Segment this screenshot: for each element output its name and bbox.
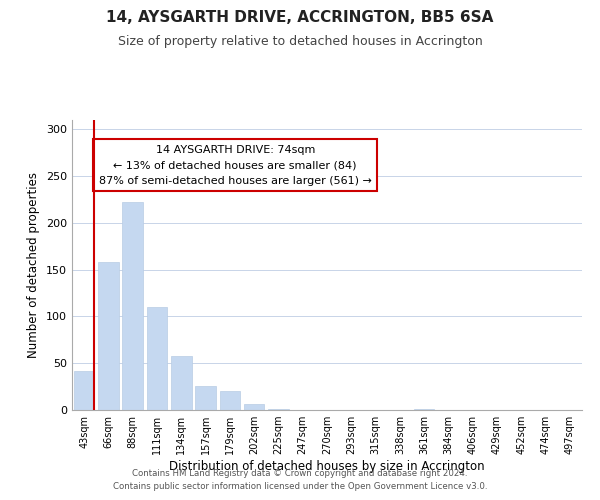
Bar [268, 409, 289, 410]
Text: Contains public sector information licensed under the Open Government Licence v3: Contains public sector information licen… [113, 482, 487, 491]
Bar [414, 409, 434, 410]
Bar [195, 386, 216, 410]
Text: 14 AYSGARTH DRIVE: 74sqm
← 13% of detached houses are smaller (84)
87% of semi-d: 14 AYSGARTH DRIVE: 74sqm ← 13% of detach… [99, 144, 371, 186]
X-axis label: Distribution of detached houses by size in Accrington: Distribution of detached houses by size … [169, 460, 485, 473]
Bar [244, 404, 265, 410]
Text: 14, AYSGARTH DRIVE, ACCRINGTON, BB5 6SA: 14, AYSGARTH DRIVE, ACCRINGTON, BB5 6SA [106, 10, 494, 25]
Bar [146, 307, 167, 410]
Bar [220, 392, 240, 410]
Bar [122, 202, 143, 410]
Text: Contains HM Land Registry data © Crown copyright and database right 2024.: Contains HM Land Registry data © Crown c… [132, 468, 468, 477]
Bar [171, 356, 191, 410]
Text: Size of property relative to detached houses in Accrington: Size of property relative to detached ho… [118, 35, 482, 48]
Bar [74, 370, 94, 410]
Y-axis label: Number of detached properties: Number of detached properties [28, 172, 40, 358]
Bar [98, 262, 119, 410]
